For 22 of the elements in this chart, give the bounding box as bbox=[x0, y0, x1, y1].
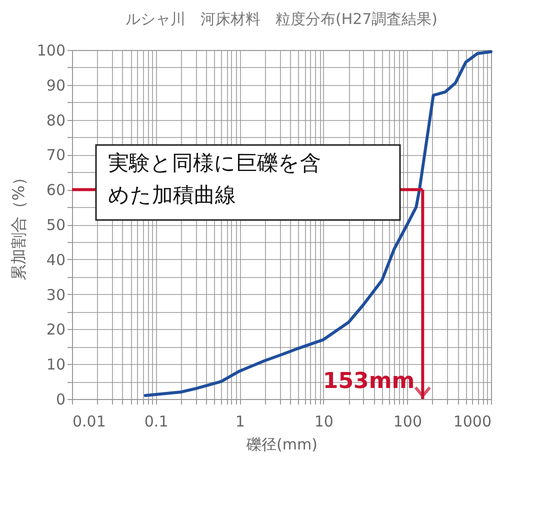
chart-title: ルシャ川 河床材料 粒度分布(H27調査結果) bbox=[125, 10, 438, 28]
x-tick-label: 10 bbox=[314, 412, 334, 430]
ref-line-label: 153mm bbox=[322, 369, 415, 394]
y-tick-label: 0 bbox=[56, 390, 66, 408]
y-tick-label: 40 bbox=[46, 250, 66, 269]
x-tick-label: 1 bbox=[235, 412, 245, 430]
y-tick-label: 90 bbox=[46, 76, 66, 94]
x-tick-label: 0.1 bbox=[144, 412, 168, 430]
x-axis-title: 礫径(mm) bbox=[246, 436, 318, 454]
annotation: 実験と同様に巨礫を含めた加積曲線 bbox=[108, 151, 321, 207]
y-tick-label: 10 bbox=[46, 356, 66, 374]
y-tick-label: 70 bbox=[46, 146, 66, 164]
y-tick-label: 20 bbox=[46, 320, 66, 339]
x-tick-label: 1000 bbox=[453, 412, 492, 430]
y-tick-label: 100 bbox=[36, 42, 66, 60]
y-tick-label: 50 bbox=[46, 216, 66, 234]
y-axis-title: 累加割合（%） bbox=[8, 169, 28, 281]
x-tick-label: 0.01 bbox=[72, 412, 106, 430]
y-tick-label: 80 bbox=[46, 111, 66, 130]
x-tick-label: 100 bbox=[393, 412, 422, 430]
y-tick-label: 30 bbox=[46, 286, 66, 304]
y-tick-label: 60 bbox=[46, 181, 66, 200]
